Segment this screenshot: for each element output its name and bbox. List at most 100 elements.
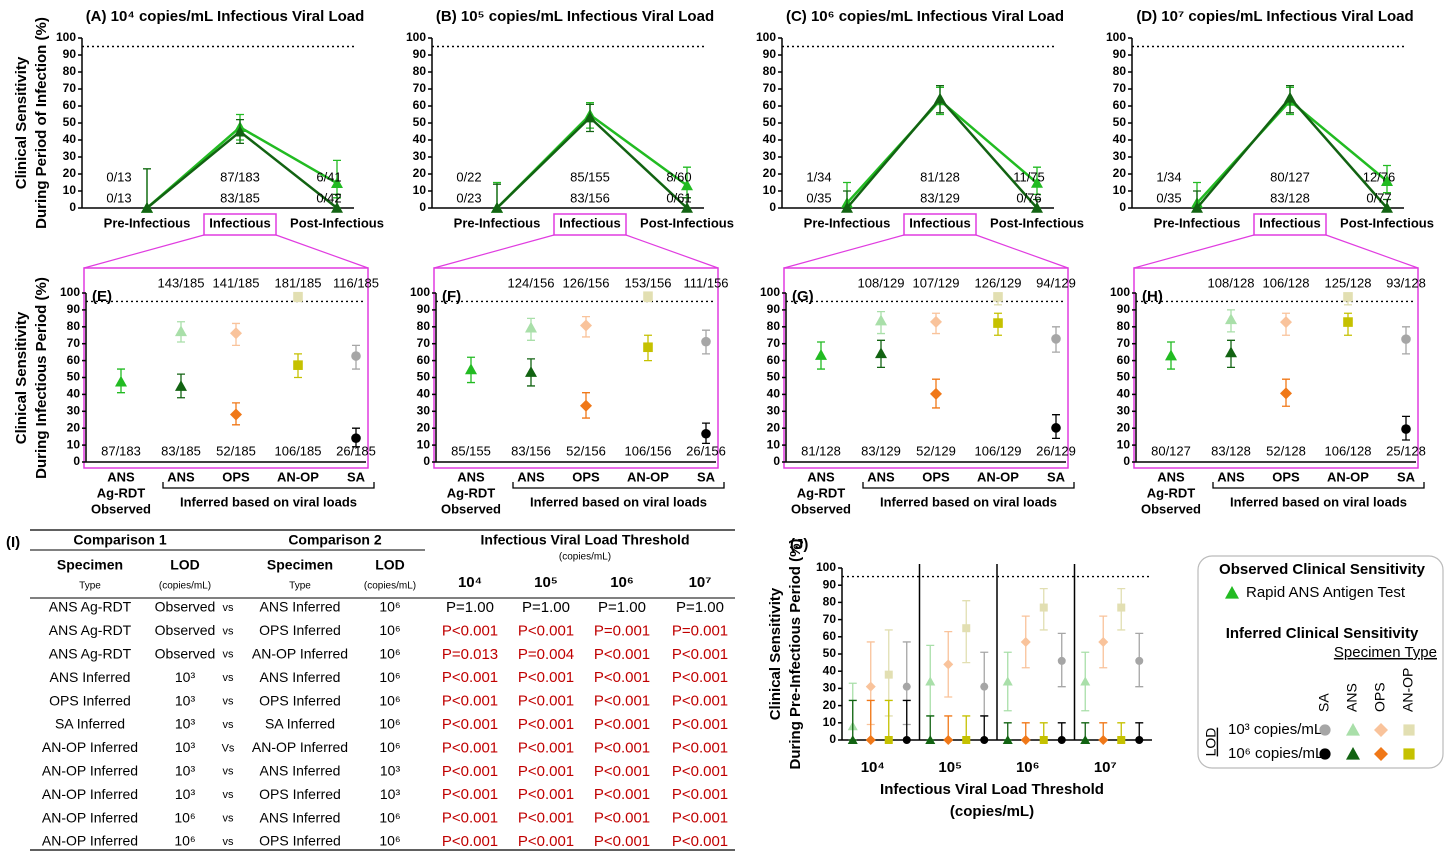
- value-label: 106/185: [275, 443, 322, 458]
- marker: [580, 399, 592, 412]
- table-cell: P<0.001: [594, 646, 650, 663]
- table-cell: P=1.00: [598, 599, 646, 616]
- y-tick-label: 50: [67, 370, 81, 384]
- table-cell: 10⁶: [379, 692, 400, 708]
- table-cell: 10⁶: [379, 646, 400, 662]
- table-cell: 10³: [380, 763, 401, 779]
- error-bar: [902, 699, 911, 741]
- table-cell: OPS Inferred: [259, 833, 341, 849]
- group-bracket: [862, 482, 1075, 489]
- marker: [1039, 603, 1048, 612]
- y-tick-label: 70: [823, 612, 837, 626]
- x-tick-label: Ag-RDT: [97, 485, 145, 500]
- line: [846, 98, 1038, 204]
- zoom-connector: [1325, 234, 1419, 269]
- y-tick-label: 20: [63, 166, 77, 180]
- y-tick-label: 60: [823, 629, 837, 643]
- y-tick-label: 40: [417, 387, 431, 401]
- y-tick-label: 100: [1110, 285, 1130, 299]
- y-tick-label: 90: [417, 302, 431, 316]
- table-cell: P<0.001: [518, 693, 574, 710]
- y-tick-label: 70: [63, 81, 77, 95]
- marker: [1080, 676, 1091, 686]
- y-tick-label: 100: [410, 285, 430, 299]
- x-tick-label: Infectious: [1259, 215, 1320, 230]
- value-label: 106/156: [625, 443, 672, 458]
- y-axis-label: Clinical Sensitivity: [13, 311, 30, 444]
- value-label: 87/183: [220, 169, 260, 184]
- y-axis-label: Clinical Sensitivity: [13, 56, 30, 189]
- marker: [234, 125, 246, 137]
- y-tick-label: 60: [763, 98, 777, 112]
- y-tick-label: 90: [413, 47, 427, 61]
- marker: [980, 736, 989, 744]
- group-bracket: [1212, 482, 1425, 489]
- table-cell: vs: [223, 696, 235, 708]
- y-tick-label: 40: [823, 663, 837, 677]
- table-cell: OPS Inferred: [49, 692, 131, 708]
- table-cell: P<0.001: [518, 739, 574, 756]
- y-tick-label: 50: [767, 370, 781, 384]
- y-tick-label: 80: [1113, 64, 1127, 78]
- x-tick-label: Observed: [91, 501, 151, 516]
- y-tick-label: 50: [763, 115, 777, 129]
- table-cell: P<0.001: [518, 669, 574, 686]
- x-tick-label: ANS: [517, 469, 545, 484]
- y-axis-label: During Period of Infection (%): [33, 17, 50, 229]
- table-cell: ANS Ag-RDT: [49, 646, 132, 662]
- panel-label: (E): [92, 288, 112, 305]
- marker: [525, 366, 537, 377]
- marker: [1225, 586, 1239, 599]
- table-cell: P<0.001: [594, 810, 650, 827]
- y-tick-label: 80: [1117, 319, 1131, 333]
- table-cell: vs: [223, 813, 235, 825]
- marker: [1117, 603, 1126, 612]
- marker: [293, 360, 303, 370]
- marker: [1135, 736, 1144, 744]
- table-cell: AN-OP Inferred: [42, 833, 138, 849]
- table-cell: P<0.001: [518, 786, 574, 803]
- x-tick-label: Ag-RDT: [447, 485, 495, 500]
- y-axis-label: During Infectious Period (%): [33, 277, 50, 479]
- value-label: 83/128: [1211, 443, 1251, 458]
- table-cell: vs: [223, 766, 235, 778]
- y-tick-label: 30: [767, 403, 781, 417]
- table-cell: 10³: [175, 739, 196, 755]
- y-tick-label: 80: [63, 64, 77, 78]
- value-label: 11/75: [1013, 169, 1045, 184]
- y-tick-label: 50: [413, 115, 427, 129]
- y-tick-label: 70: [767, 336, 781, 350]
- table-cell: 10⁶: [379, 716, 400, 732]
- y-tick-label: 30: [67, 403, 81, 417]
- marker: [491, 202, 503, 213]
- y-tick-label: 90: [1117, 302, 1131, 316]
- table-cell: P=1.00: [446, 599, 494, 616]
- y-tick-label: 90: [67, 302, 81, 316]
- y-tick-label: 0: [423, 454, 430, 468]
- zoom-connector: [433, 234, 555, 269]
- table-cell: P<0.001: [442, 716, 498, 733]
- x-tick-label: 10⁷: [1094, 759, 1117, 776]
- table-cell: vs: [223, 625, 235, 637]
- table-cell: P<0.001: [672, 810, 728, 827]
- marker: [230, 408, 242, 421]
- y-tick-label: 30: [63, 149, 77, 163]
- error-bar: [848, 699, 857, 741]
- x-tick-label: Post-Infectious: [1340, 215, 1434, 230]
- marker: [962, 736, 971, 744]
- legend-column: OPS: [1372, 682, 1388, 712]
- x-tick-label: SA: [1397, 469, 1416, 484]
- y-tick-label: 80: [413, 64, 427, 78]
- value-label: 12/76: [1363, 169, 1396, 184]
- y-tick-label: 40: [767, 387, 781, 401]
- marker: [1401, 334, 1411, 344]
- table-cell: 10⁶: [174, 809, 195, 825]
- y-tick-label: 50: [1113, 115, 1127, 129]
- column-header: Specimen: [267, 557, 333, 573]
- y-tick-label: 100: [60, 285, 80, 299]
- marker: [465, 363, 477, 375]
- value-label: 106/129: [975, 443, 1022, 458]
- column-header: LOD: [170, 557, 200, 573]
- y-tick-label: 0: [773, 454, 780, 468]
- value-label: 1/34: [1156, 169, 1181, 184]
